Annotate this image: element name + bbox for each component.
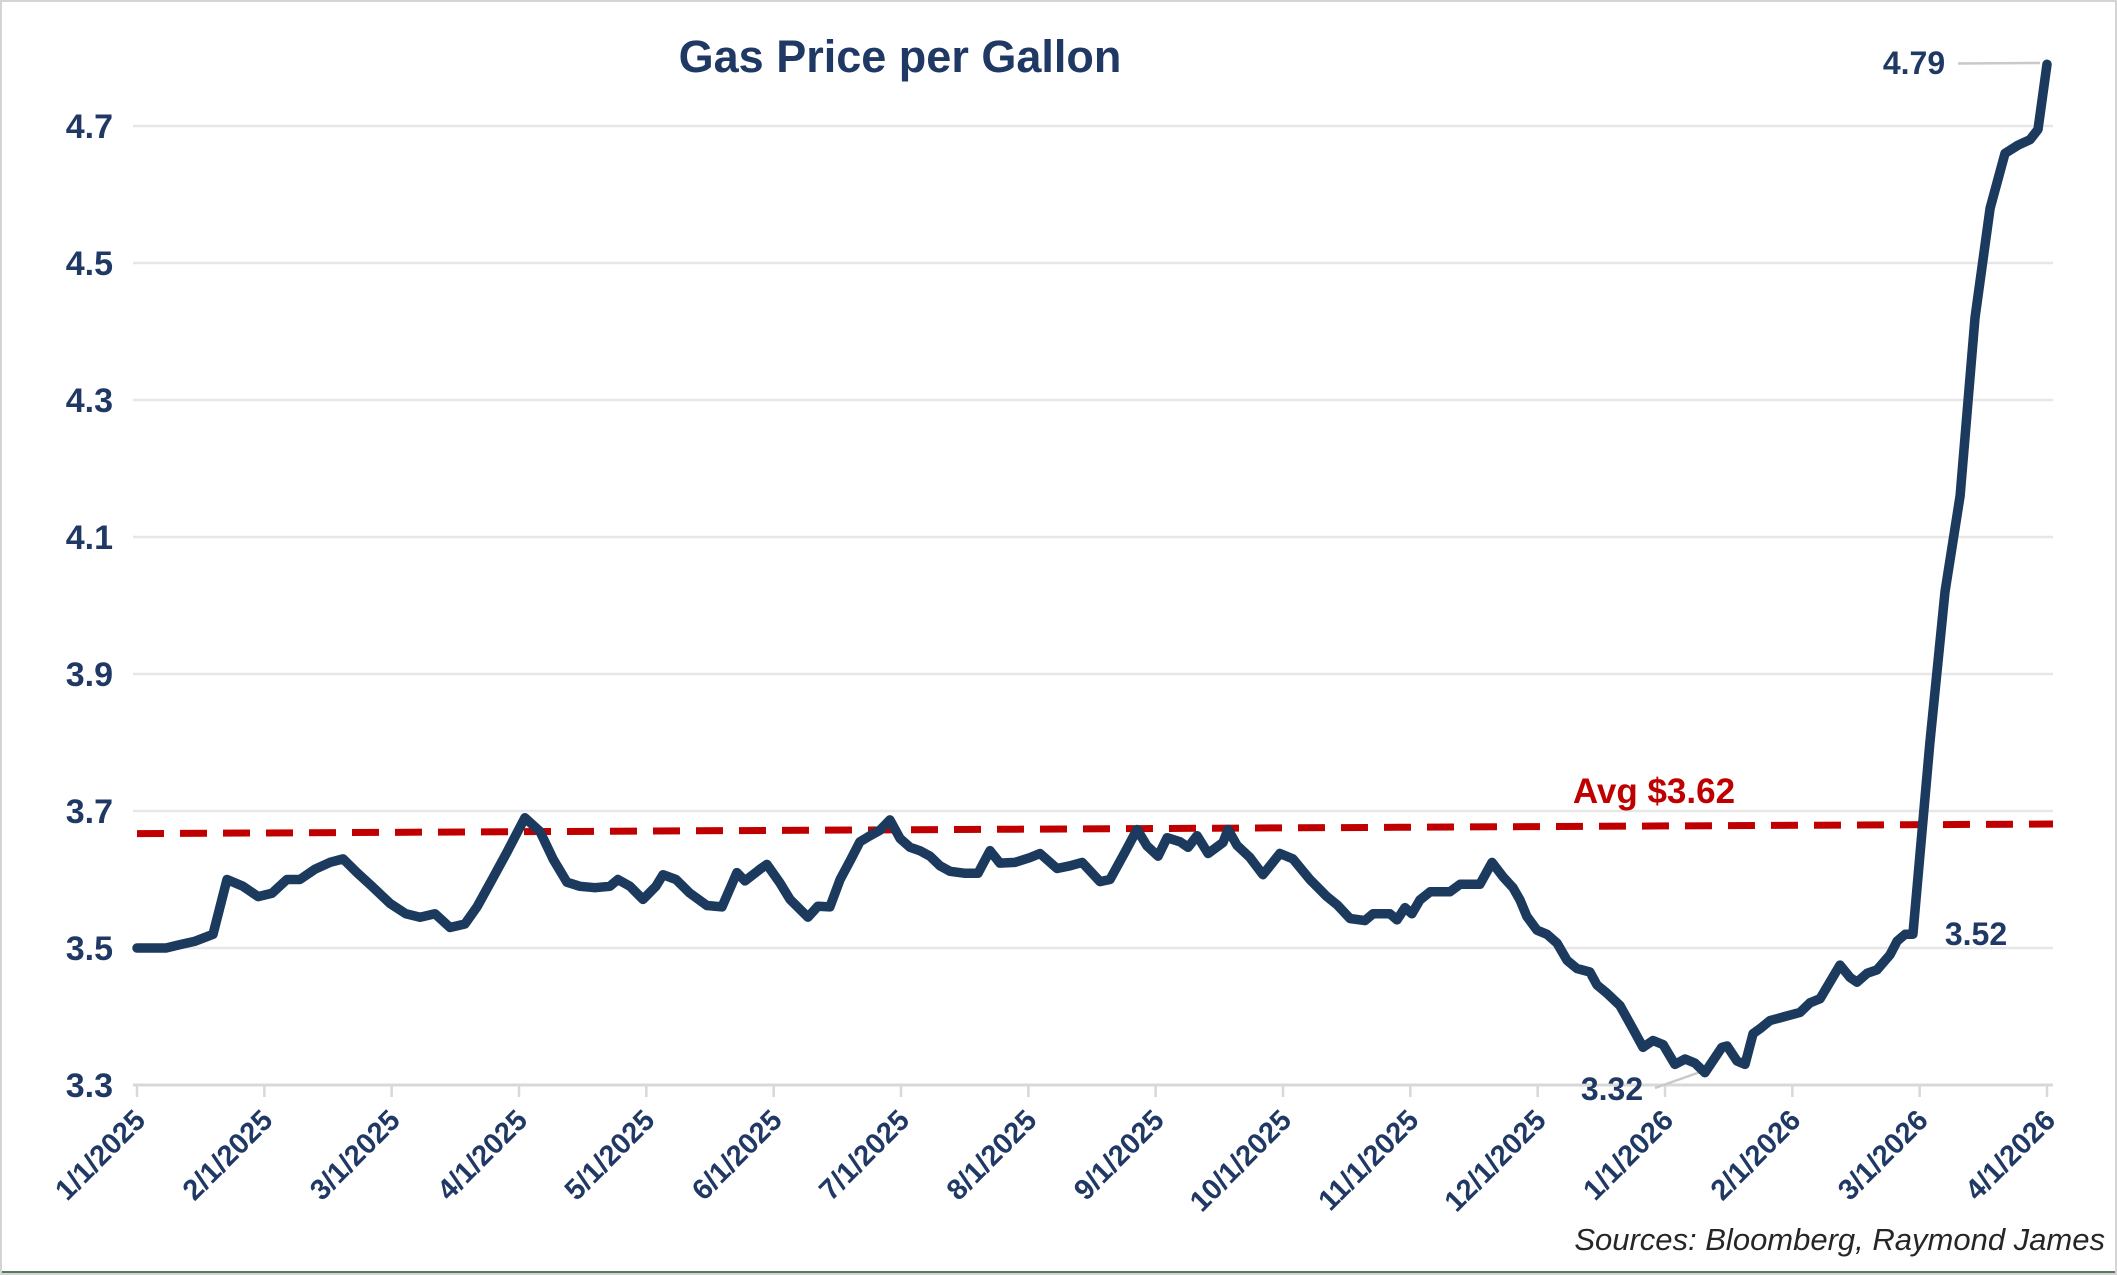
x-tick-label-10/1/2025: 10/1/2025 bbox=[1184, 1104, 1298, 1218]
x-tick-label-7/1/2025: 7/1/2025 bbox=[813, 1104, 915, 1206]
x-tick-label-2/1/2026: 2/1/2026 bbox=[1705, 1104, 1807, 1206]
price-line-series bbox=[132, 59, 2052, 1078]
annotation-leader-line-479 bbox=[1957, 61, 2041, 65]
x-tick-label-6/1/2025: 6/1/2025 bbox=[686, 1104, 788, 1206]
source-note: Sources: Bloomberg, Raymond James bbox=[1574, 1222, 2105, 1257]
x-tick-label-9/1/2025: 9/1/2025 bbox=[1068, 1104, 1170, 1206]
annotation-leader-line-332 bbox=[1654, 1069, 1704, 1090]
annotation-peak-value: 4.79 bbox=[1883, 45, 1945, 81]
x-tick-label-11/1/2025: 11/1/2025 bbox=[1313, 1104, 1426, 1217]
y-axis-tick-labels: 3.3 3.5 3.7 3.9 4.1 4.3 4.5 4.7 bbox=[66, 108, 113, 1105]
x-tick-label-1/1/2026: 1/1/2026 bbox=[1577, 1104, 1679, 1206]
x-tick-label-1/1/2025: 1/1/2025 bbox=[49, 1104, 151, 1206]
chart-title: Gas Price per Gallon bbox=[679, 31, 1122, 82]
y-tick-label-4.1: 4.1 bbox=[66, 519, 113, 557]
x-tick-label-3/1/2025: 3/1/2025 bbox=[304, 1104, 406, 1206]
average-line-label: Avg $3.62 bbox=[1573, 772, 1735, 811]
x-tick-label-8/1/2025: 8/1/2025 bbox=[941, 1104, 1043, 1206]
y-tick-label-4.3: 4.3 bbox=[66, 382, 113, 420]
x-tick-label-5/1/2025: 5/1/2025 bbox=[559, 1104, 661, 1206]
x-tick-label-4/1/2026: 4/1/2026 bbox=[1959, 1104, 2061, 1206]
y-tick-label-3.9: 3.9 bbox=[66, 656, 113, 694]
x-tick-label-4/1/2025: 4/1/2025 bbox=[431, 1104, 533, 1206]
gridlines bbox=[133, 124, 2053, 950]
x-axis bbox=[133, 1083, 2053, 1097]
annotation-low-value: 3.32 bbox=[1581, 1071, 1643, 1107]
y-tick-label-3.7: 3.7 bbox=[66, 793, 113, 831]
average-dashed-line bbox=[136, 820, 2054, 838]
x-axis-tick-labels: 1/1/2025 2/1/2025 3/1/2025 4/1/2025 5/1/2025… bbox=[49, 1104, 2061, 1218]
y-tick-label-3.5: 3.5 bbox=[66, 930, 113, 968]
x-tick-label-12/1/2025: 12/1/2025 bbox=[1439, 1104, 1553, 1218]
annotation-pre-spike-value: 3.52 bbox=[1945, 916, 2007, 952]
y-tick-label-4.7: 4.7 bbox=[66, 108, 113, 146]
y-tick-label-4.5: 4.5 bbox=[66, 245, 113, 283]
x-tick-label-3/1/2026: 3/1/2026 bbox=[1832, 1104, 1934, 1206]
y-tick-label-3.3: 3.3 bbox=[66, 1067, 113, 1105]
x-tick-label-2/1/2025: 2/1/2025 bbox=[177, 1104, 279, 1206]
